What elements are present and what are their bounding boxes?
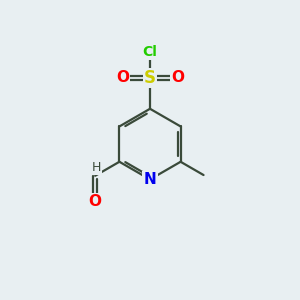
Text: O: O	[116, 70, 129, 86]
Text: H: H	[92, 161, 101, 174]
Text: O: O	[171, 70, 184, 86]
Text: Cl: Cl	[142, 45, 158, 59]
Text: N: N	[144, 172, 156, 187]
Text: S: S	[144, 69, 156, 87]
Text: O: O	[89, 194, 102, 209]
